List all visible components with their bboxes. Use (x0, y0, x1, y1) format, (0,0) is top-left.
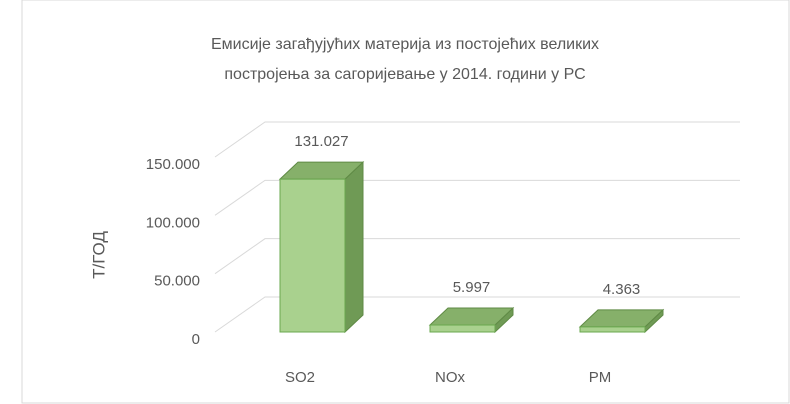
grid-line (214, 296, 740, 333)
data-label: 5.997 (453, 279, 491, 296)
chart-title: Емисије загађујућих материја из постојећ… (211, 36, 599, 53)
x-tick-label: SO2 (285, 369, 315, 386)
chart-frame (21, 0, 790, 404)
grid-line (214, 238, 740, 275)
bar (279, 178, 346, 333)
bar-side (344, 160, 364, 334)
x-tick-label: PM (589, 369, 612, 386)
grid-line (214, 121, 740, 158)
y-tick-label: 50.000 (154, 273, 200, 290)
bar (429, 324, 496, 333)
data-label: 131.027 (294, 133, 348, 150)
y-tick-label: 0 (192, 331, 200, 348)
y-axis-label: Т/ГОД (89, 231, 108, 279)
chart-title: постројења за сагоријевање у 2014. годин… (224, 66, 585, 83)
bar (579, 326, 646, 333)
y-tick-label: 100.000 (146, 214, 200, 231)
y-tick-label: 150.000 (146, 156, 200, 173)
x-tick-label: NOx (435, 369, 466, 386)
grid-line (214, 179, 740, 216)
data-label: 4.363 (603, 281, 641, 298)
